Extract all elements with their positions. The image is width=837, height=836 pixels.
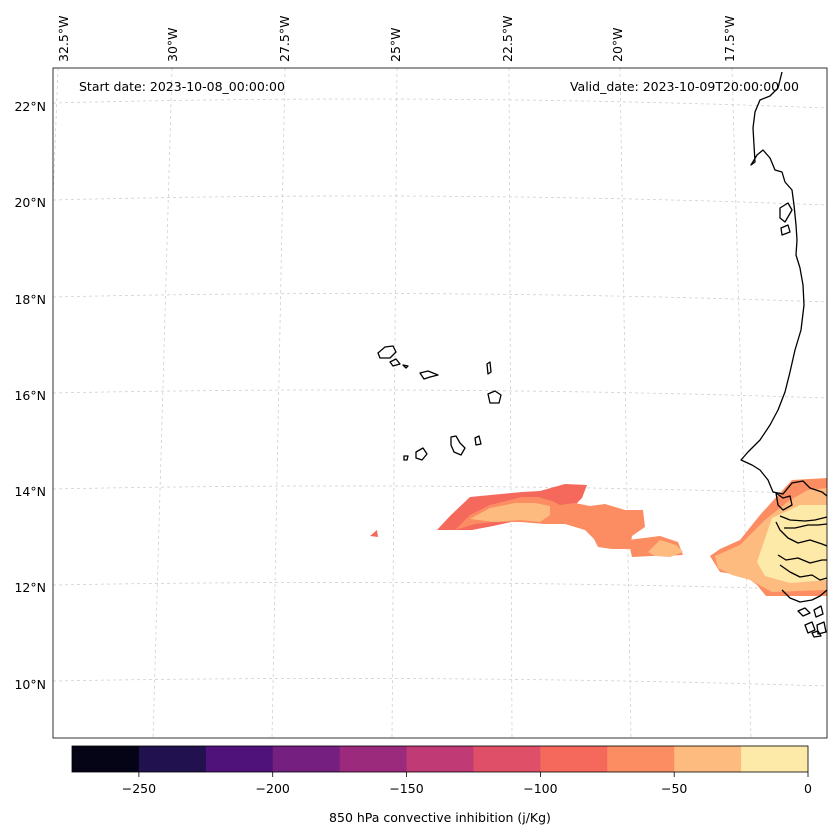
colorbar: −250 −200 −150 −100 −50 0 850 hPa convec… [71,745,812,825]
colorbar-swatch-6 [473,746,541,772]
cin-band-minus50-to-minus25-tail [648,540,683,557]
colorbar-swatch-2 [205,746,274,772]
island-fogo [415,447,428,461]
colorbar-swatch-9 [674,746,742,772]
guinea-bissau-coast-2 [781,589,827,603]
parallel-20n [53,195,827,206]
colorbar-swatch-0 [72,746,140,772]
lat-label-14n: 14°N [14,484,46,499]
parallel-18n [53,293,827,303]
map-panel: Start date: 2023-10-08_00:00:00 Valid_da… [14,16,828,739]
lon-label-25w: 25°W [388,27,403,62]
guinea-bissau-coast [779,564,827,581]
lon-label-22.5w: 22.5°W [500,16,515,62]
lat-label-10n: 10°N [14,677,46,692]
parallel-10n [53,678,827,687]
lon-label-27.5w: 27.5°W [277,16,292,62]
meridian-17.5w [731,68,752,738]
cin-band-minus100-to-minus75-speck [370,530,378,537]
colorbar-swatch-8 [607,746,675,772]
lat-label-12n: 12°N [14,580,46,595]
meridian-27.5w [271,68,286,738]
lat-label-16n: 16°N [14,388,46,403]
lon-label-17.5w: 17.5°W [722,16,737,62]
cin-contours [370,478,827,596]
coastlines [377,71,827,638]
colorbar-swatch-1 [138,746,207,772]
bijagos-island-1 [797,607,811,617]
island-sal [486,361,492,375]
colorbar-title: 850 hPa convective inhibition (j/Kg) [329,810,551,825]
bijagos-island-2 [813,605,824,618]
lat-label-20n: 20°N [14,195,46,210]
colorbar-frame [71,745,809,773]
island-sao-nicolau [419,370,439,380]
colorbar-ticks [138,772,809,777]
map-frame [52,67,828,739]
tick-label-minus50: −50 [661,781,687,796]
meridian-20w [619,68,632,738]
tick-label-minus200: −200 [256,781,290,796]
parallel-12n [53,582,827,591]
gambia-river-south [784,523,827,529]
colorbar-swatch-10 [741,746,809,772]
island-santa-luzia [402,364,409,369]
parallel-16n [53,389,827,399]
lat-label-22n: 22°N [14,99,46,114]
colorbar-swatch-4 [339,746,408,772]
gridlines [53,68,827,738]
map-background [53,68,827,738]
tick-label-minus250: −250 [122,781,156,796]
island-santiago [450,435,466,456]
tick-label-0: 0 [804,781,812,796]
parallel-14n [53,485,827,495]
gambia-river-north [779,515,827,522]
lon-label-20w: 20°W [610,27,625,62]
colorbar-tick-labels: −250 −200 −150 −100 −50 0 [122,781,812,796]
island-santo-antao [377,345,397,359]
parallel-22n [53,98,827,109]
bijagos-island-5 [811,630,822,638]
colorbar-swatch-7 [540,746,608,772]
bijagos-island-3 [804,621,816,634]
casamance-coast [777,554,827,564]
cin-band-minus50-to-minus25 [470,503,550,522]
colorbar-swatch-3 [272,746,341,772]
africa-coastline [740,71,827,497]
island-boa-vista [487,390,502,404]
lon-label-32.5w: 32.5°W [56,16,71,62]
start-date-label: Start date: 2023-10-08_00:00:00 [79,79,285,94]
island-brava [403,455,409,461]
meridian-30w [152,68,173,738]
latitude-labels: 22°N 20°N 18°N 16°N 14°N 12°N 10°N [14,99,46,692]
tick-label-minus150: −150 [389,781,423,796]
coastal-feature-dakhla-2 [780,224,791,236]
coastal-feature-dakhla [779,202,793,223]
valid-date-label: Valid_date: 2023-10-09T20:00:00.00 [570,79,799,94]
lon-label-30w: 30°W [165,27,180,62]
tick-label-minus100: −100 [523,781,557,796]
lat-label-18n: 18°N [14,292,46,307]
meridian-32.5w [53,68,59,201]
dakar-peninsula [775,492,793,511]
meridian-25w [391,68,398,738]
meridian-22.5w [508,68,513,738]
island-sao-vicente [389,358,401,367]
island-maio [474,435,482,446]
colorbar-swatch-5 [406,746,474,772]
colorbar-swatches [72,746,809,772]
gambia-inland-border [775,521,827,547]
longitude-labels: 32.5°W 30°W 27.5°W 25°W 22.5°W 20°W 17.5… [56,16,737,62]
